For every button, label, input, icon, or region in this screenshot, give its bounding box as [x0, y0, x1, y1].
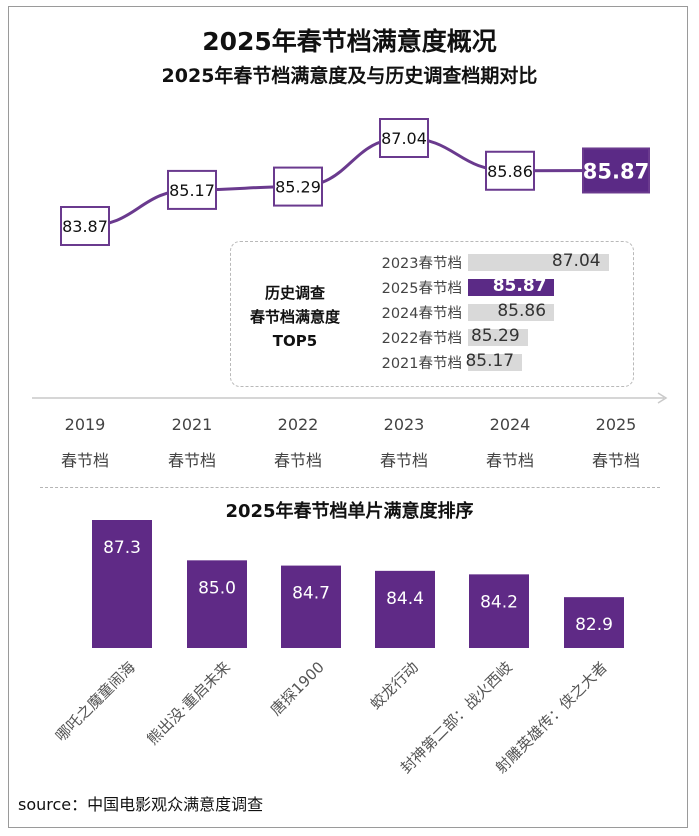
x-tick-year: 2019: [65, 415, 106, 434]
film-name-label: 唐探1900: [267, 658, 328, 719]
top5-row-label: 2023春节档: [381, 256, 462, 272]
data-point-label: 85.86: [487, 162, 533, 181]
film-bar-value: 84.7: [292, 584, 330, 604]
top5-value: 85.29: [470, 326, 520, 346]
top5-title-line: TOP5: [272, 332, 318, 350]
top5-value: 87.04: [551, 251, 601, 271]
film-bar: [564, 597, 624, 648]
x-tick-suffix: 春节档: [274, 451, 322, 470]
x-tick-suffix: 春节档: [380, 451, 428, 470]
film-bar: [281, 565, 341, 648]
film-bar: [375, 570, 435, 648]
trend-line: [84, 136, 617, 228]
top5-value: 85.17: [465, 351, 515, 371]
x-axis-arrow: [657, 392, 668, 404]
x-tick-year: 2022: [278, 415, 319, 434]
film-bar: [187, 560, 247, 648]
film-name-label: 熊出没·重启未来: [143, 658, 233, 748]
x-tick-suffix: 春节档: [592, 451, 640, 470]
film-name-label: 哪吒之魔童闹海: [52, 658, 139, 745]
film-bar: [469, 574, 529, 648]
x-tick-year: 2025: [596, 415, 637, 434]
top5-bar: [468, 354, 523, 371]
data-point-label: 83.87: [62, 217, 108, 236]
top5-title-line: 历史调查: [264, 284, 325, 302]
x-tick-suffix: 春节档: [168, 451, 216, 470]
top5-row-label: 2025春节档: [381, 281, 462, 297]
data-point-box: [167, 169, 217, 210]
film-name-label: 蛟龙行动: [367, 658, 422, 713]
top5-value: 85.86: [497, 301, 547, 321]
figure-frame: [8, 6, 688, 828]
line-chart-title: 2025年春节档满意度及与历史调查档期对比: [161, 65, 538, 87]
top5-bar: [468, 254, 609, 271]
top5-value: 85.87: [492, 276, 547, 296]
data-point-box: [379, 118, 429, 158]
film-bar-value: 84.2: [480, 592, 518, 612]
data-point-label: 85.29: [275, 178, 321, 197]
data-point-box: [60, 206, 110, 246]
film-bar-value: 87.3: [103, 538, 141, 558]
page-title: 2025年春节档满意度概况: [202, 27, 497, 56]
x-tick-suffix: 春节档: [61, 451, 109, 470]
x-tick-year: 2021: [172, 415, 213, 434]
x-tick-year: 2023: [384, 415, 425, 434]
bar-chart-title: 2025年春节档单片满意度排序: [225, 501, 474, 522]
top5-bar: [468, 279, 555, 296]
top5-bar: [468, 304, 555, 321]
top5-row-label: 2024春节档: [381, 306, 462, 322]
film-satisfaction-bar-chart: 87.3 哪吒之魔童闹海 85.0 熊出没·重启未来 84.7 唐探1900 84.4 蛟龙行…: [52, 520, 624, 777]
data-point-box: [273, 166, 323, 207]
top5-row-label: 2022春节档: [381, 331, 462, 347]
data-point-box: [582, 147, 650, 194]
film-bar: [92, 520, 152, 648]
section-divider: [40, 487, 660, 488]
data-point-label: 85.87: [583, 159, 649, 183]
data-point-box: [485, 150, 535, 191]
top5-bar: [468, 329, 528, 346]
x-tick-suffix: 春节档: [486, 451, 534, 470]
film-bar-value: 85.0: [198, 578, 236, 598]
top5-title: 历史调查 春节档满意度 TOP5: [232, 281, 358, 353]
top5-row-label: 2021春节档: [381, 356, 462, 372]
film-bar-value: 82.9: [575, 615, 613, 635]
data-point-label: 87.04: [381, 129, 427, 148]
data-point-label: 85.17: [169, 181, 215, 200]
source-note: source：中国电影观众满意度调查: [18, 795, 264, 814]
top5-panel: [230, 241, 634, 387]
film-bar-value: 84.4: [386, 589, 424, 609]
satisfaction-line-chart: 83.872019春节档85.172021春节档85.292022春节档87.0…: [32, 118, 668, 470]
top5-title-line: 春节档满意度: [249, 308, 340, 326]
x-tick-year: 2024: [490, 415, 531, 434]
